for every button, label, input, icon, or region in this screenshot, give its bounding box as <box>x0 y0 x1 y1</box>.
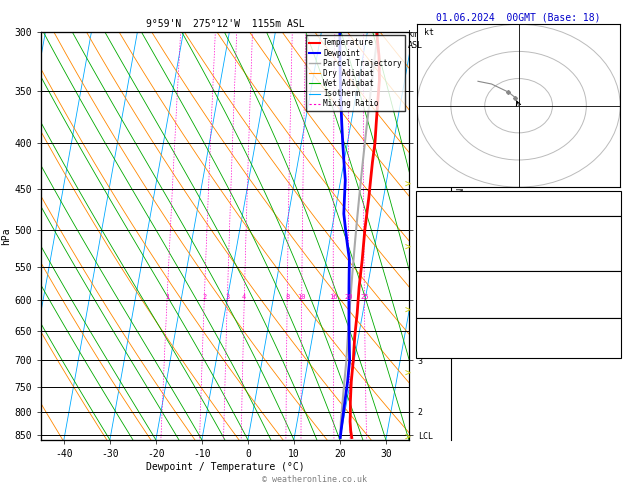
Text: 355: 355 <box>602 239 617 248</box>
Text: -3: -3 <box>607 295 617 303</box>
Text: 0: 0 <box>612 310 617 318</box>
Text: CIN (J): CIN (J) <box>420 262 455 271</box>
Text: CAPE (J): CAPE (J) <box>420 254 460 263</box>
Text: CAPE (J): CAPE (J) <box>420 302 460 311</box>
Text: Dewp (°C): Dewp (°C) <box>420 232 465 241</box>
Text: PW (cm): PW (cm) <box>420 206 455 215</box>
Text: >: > <box>405 369 411 379</box>
Text: Hodograph: Hodograph <box>496 319 541 329</box>
Text: 888: 888 <box>602 279 617 288</box>
Text: StmSpd (kt): StmSpd (kt) <box>420 349 475 359</box>
Text: 38: 38 <box>607 191 617 200</box>
Title: 9°59'N  275°12'W  1155m ASL: 9°59'N 275°12'W 1155m ASL <box>145 19 304 30</box>
Text: kt: kt <box>424 28 434 37</box>
Text: 8: 8 <box>285 295 289 300</box>
Text: 25: 25 <box>360 295 369 300</box>
Text: Most Unstable: Most Unstable <box>486 272 551 281</box>
Text: >: > <box>405 180 411 190</box>
Text: 0: 0 <box>612 334 617 344</box>
Text: 4.11: 4.11 <box>597 206 617 215</box>
Text: Temp (°C): Temp (°C) <box>420 224 465 233</box>
Text: 19.6: 19.6 <box>597 232 617 241</box>
Text: Lifted Index: Lifted Index <box>420 247 480 256</box>
Text: >: > <box>405 306 411 316</box>
Text: 0: 0 <box>612 262 617 271</box>
Y-axis label: hPa: hPa <box>1 227 11 244</box>
Text: K: K <box>420 191 425 200</box>
Text: 23: 23 <box>607 224 617 233</box>
Text: Surface: Surface <box>501 217 536 226</box>
Text: Lifted Index: Lifted Index <box>420 295 480 303</box>
Text: Totals Totals: Totals Totals <box>420 199 485 208</box>
Y-axis label: Mixing Ratio (g/kg): Mixing Ratio (g/kg) <box>453 188 462 283</box>
Text: 1: 1 <box>165 295 169 300</box>
Text: 3: 3 <box>225 295 230 300</box>
Text: Pressure (mb): Pressure (mb) <box>420 279 485 288</box>
Text: 10: 10 <box>298 295 306 300</box>
Text: 1: 1 <box>612 349 617 359</box>
Text: 44: 44 <box>607 199 617 208</box>
Text: >: > <box>405 243 411 253</box>
Text: EH: EH <box>420 327 430 336</box>
Text: 4: 4 <box>242 295 247 300</box>
Text: 01.06.2024  00GMT (Base: 18): 01.06.2024 00GMT (Base: 18) <box>437 12 601 22</box>
Text: >: > <box>405 433 411 442</box>
Text: 355: 355 <box>602 287 617 296</box>
Text: 20: 20 <box>345 295 353 300</box>
Text: SREH: SREH <box>420 334 440 344</box>
Y-axis label: km
ASL: km ASL <box>434 228 454 243</box>
Text: km
ASL: km ASL <box>408 30 423 50</box>
Text: © weatheronline.co.uk: © weatheronline.co.uk <box>262 474 367 484</box>
Text: CIN (J): CIN (J) <box>420 310 455 318</box>
Text: 240°: 240° <box>597 342 617 351</box>
Legend: Temperature, Dewpoint, Parcel Trajectory, Dry Adiabat, Wet Adiabat, Isotherm, Mi: Temperature, Dewpoint, Parcel Trajectory… <box>306 35 405 111</box>
Text: θₑ(K): θₑ(K) <box>420 239 445 248</box>
Text: 16: 16 <box>329 295 337 300</box>
Text: 2: 2 <box>202 295 206 300</box>
X-axis label: Dewpoint / Temperature (°C): Dewpoint / Temperature (°C) <box>145 462 304 471</box>
Text: 1: 1 <box>612 327 617 336</box>
Text: StmDir: StmDir <box>420 342 450 351</box>
Text: 718: 718 <box>602 254 617 263</box>
Text: θₑ (K): θₑ (K) <box>420 287 450 296</box>
Text: -3: -3 <box>607 247 617 256</box>
Text: 718: 718 <box>602 302 617 311</box>
